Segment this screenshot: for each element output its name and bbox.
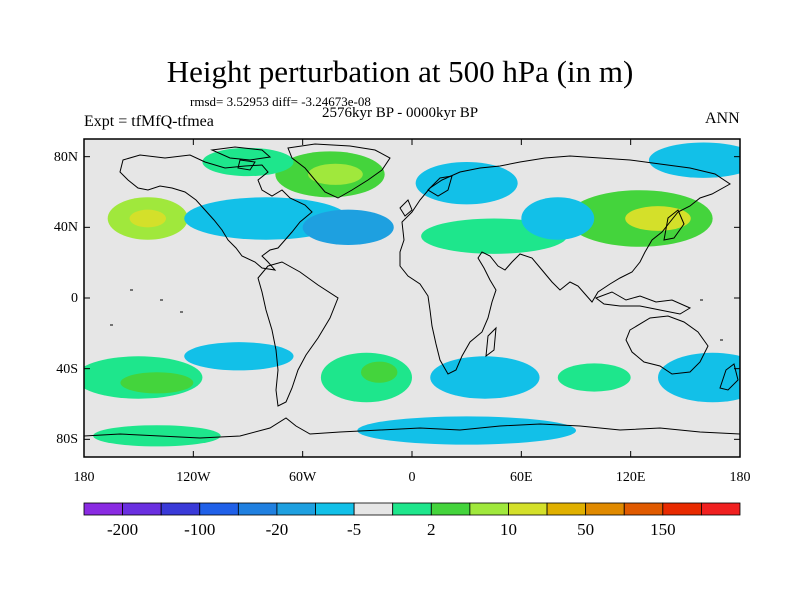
lon-label: 120W xyxy=(176,470,211,485)
anomaly-north-pacific-core xyxy=(129,209,166,228)
colorbar-label: -5 xyxy=(347,520,362,539)
anomaly-asia-negative-rim xyxy=(521,197,595,240)
colorbar-box xyxy=(430,502,471,516)
colorbar-box xyxy=(662,502,702,516)
lon-label: 180 xyxy=(729,470,751,485)
eurasia-africa-coast xyxy=(399,155,731,375)
stats-label: rmsd= 3.52953 diff= -3.24673e-08 xyxy=(190,94,371,109)
australia-coast xyxy=(625,315,709,375)
colorbar-box xyxy=(199,502,239,516)
colorbar-box xyxy=(83,502,123,516)
colorbar-box xyxy=(585,502,625,516)
colorbar-label: 150 xyxy=(650,520,676,539)
antarctica-coast xyxy=(84,417,740,439)
lon-label: 180 xyxy=(73,470,95,485)
coastlines xyxy=(84,143,740,439)
colorbar-box xyxy=(701,502,741,516)
colorbar-box xyxy=(469,502,509,516)
colorbar-box xyxy=(276,502,316,516)
colorbar-box xyxy=(315,502,355,516)
colorbar-box xyxy=(122,502,162,516)
map-background xyxy=(84,139,740,457)
experiment-label: Expt = tfMfQ-tfmea xyxy=(84,113,214,130)
lat-label: 80N xyxy=(53,149,78,165)
colorbar-box xyxy=(353,502,394,516)
anomaly-north-atlantic-negative xyxy=(302,209,394,245)
lon-label: 60W xyxy=(289,470,317,485)
north-america-coast xyxy=(119,154,313,271)
colorbar-label: -100 xyxy=(184,520,216,539)
colorbar-box xyxy=(546,502,587,516)
lat-label: 40S xyxy=(56,361,78,377)
anomaly-east-asia-core xyxy=(625,206,691,231)
season-label: ANN xyxy=(705,110,740,127)
anomaly-greenland-core xyxy=(308,163,363,185)
colorbar-label: -20 xyxy=(265,520,289,539)
lat-label: 0 xyxy=(71,291,78,306)
plot-title: Height perturbation at 500 hPa (in m) xyxy=(166,54,634,89)
arctic-islands-coast xyxy=(210,146,272,171)
new-zealand-coast xyxy=(719,363,739,391)
anomaly-southern-ocean-negative xyxy=(430,356,540,399)
south-america-coast xyxy=(257,261,339,407)
indonesia-coast xyxy=(594,291,692,315)
lon-label: 120E xyxy=(615,470,646,485)
japan-coast xyxy=(663,209,685,241)
colorbar-box xyxy=(623,502,664,516)
colorbar-box xyxy=(237,502,278,516)
europe-islands-coast xyxy=(399,175,453,217)
anomaly-south-pacific-core xyxy=(120,372,194,394)
axis-ticks xyxy=(83,139,741,457)
anomaly-antarctic-negative xyxy=(357,416,576,445)
lon-label: 0 xyxy=(408,470,416,485)
anomaly-australia-south-negative xyxy=(658,352,740,403)
anomaly-arctic-pacific-negative xyxy=(648,142,740,178)
lat-label: 80S xyxy=(56,432,78,448)
colorbar-box xyxy=(392,502,432,516)
anomaly-south-atlantic-core xyxy=(360,361,398,383)
colorbar-label: 10 xyxy=(499,520,517,539)
colorbar-box xyxy=(160,502,201,516)
colorbar-label: 50 xyxy=(577,520,595,539)
pacific-islands-coast xyxy=(110,289,723,341)
period-label: 2576kyr BP - 0000kyr BP xyxy=(322,105,479,121)
colorbar xyxy=(83,502,741,516)
lon-label: 60E xyxy=(510,470,533,485)
anomaly-indian-ocean-positive xyxy=(557,363,631,392)
greenland-coast xyxy=(287,143,391,199)
colorbar-label: 2 xyxy=(427,520,436,539)
anomaly-eurasia-negative xyxy=(415,161,518,205)
anomaly-south-america-negative xyxy=(184,342,294,371)
madagascar-coast xyxy=(485,326,497,358)
colorbar-label: -200 xyxy=(106,520,139,539)
colorbar-box xyxy=(508,502,548,516)
lat-label: 40N xyxy=(53,220,78,236)
anomaly-arctic-canada-positive xyxy=(202,147,294,177)
